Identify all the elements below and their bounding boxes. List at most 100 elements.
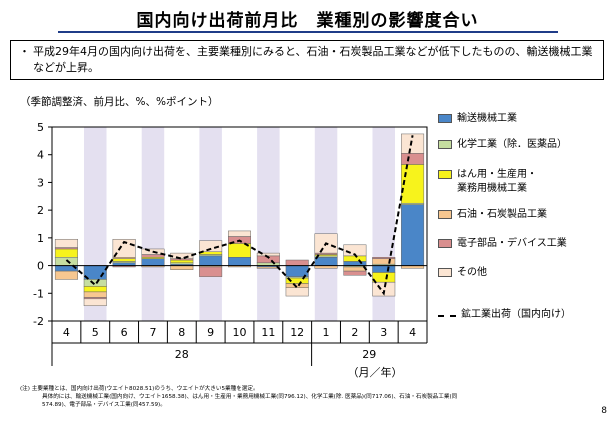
x-tick-label: 5 xyxy=(92,326,99,339)
legend-swatch xyxy=(438,239,452,248)
shaded-column xyxy=(141,127,165,321)
legend-label: 化学工業（除．医薬品） xyxy=(457,139,567,150)
bar-segment xyxy=(54,238,78,248)
bar-segment xyxy=(54,270,78,280)
bar-segment xyxy=(285,259,309,266)
legend-item: 化学工業（除．医薬品） xyxy=(438,138,567,152)
legend-label: 電子部品・デバイス工業 xyxy=(457,238,567,249)
bar-segment xyxy=(372,272,396,283)
bar-segment xyxy=(83,286,107,293)
y-tick-label: 5 xyxy=(37,121,44,134)
x-tick-label: 12 xyxy=(290,326,304,339)
footnotes: (注) 主要業種とは、国内向け出荷(ウエイト8028.51)のうち、ウエイトが大… xyxy=(20,385,580,409)
year-label: 28 xyxy=(175,348,189,361)
bar-segment xyxy=(54,257,78,266)
bar-segment xyxy=(199,240,223,252)
x-tick-label: 4 xyxy=(63,326,70,339)
bar-segment xyxy=(343,270,367,276)
bar-segment xyxy=(401,133,425,154)
bar-segment xyxy=(170,259,194,264)
series-line-total xyxy=(65,135,414,296)
shaded-column xyxy=(314,127,338,321)
bar-segment xyxy=(199,255,223,266)
bar-segment xyxy=(372,265,396,273)
y-tick-label: -2 xyxy=(33,315,44,328)
x-tick-label: 4 xyxy=(409,326,416,339)
bar-segment xyxy=(343,255,367,262)
bar-segment xyxy=(372,258,396,265)
legend-label: 輸送機械工業 xyxy=(457,113,517,124)
y-tick-label: 4 xyxy=(37,149,44,162)
bar-segment xyxy=(314,257,338,266)
bar-segment xyxy=(83,291,107,298)
bar-segment xyxy=(256,266,280,269)
legend-label: 鉱工業出荷（国内向け） xyxy=(461,309,571,320)
footnote-line: 574.89)、電子部品・デバイス工業(同457.59)。 xyxy=(42,402,166,408)
legend-item: はん用・生産用・ 業務用機械工業 xyxy=(438,168,537,196)
bar-segment xyxy=(256,252,280,257)
x-tick-label: 1 xyxy=(323,326,330,339)
x-tick-label: 2 xyxy=(351,326,358,339)
bar-segment xyxy=(170,265,194,270)
legend-swatch xyxy=(438,114,452,123)
x-tick-label: 9 xyxy=(207,326,214,339)
legend-item: 石油・石炭製品工業 xyxy=(438,208,547,222)
legend-label: はん用・生産用・ 業務用機械工業 xyxy=(457,169,537,194)
x-tick-label: 11 xyxy=(261,326,275,339)
x-tick-label: 10 xyxy=(233,326,247,339)
legend-item: その他 xyxy=(438,266,487,280)
legend-swatch xyxy=(438,140,452,149)
x-tick-label: 7 xyxy=(149,326,156,339)
year-label: 29 xyxy=(362,348,376,361)
bar-segment xyxy=(372,257,396,259)
page-number: 8 xyxy=(601,406,607,416)
summary-bullet: ・ xyxy=(19,45,30,58)
x-tick-label: 6 xyxy=(121,326,128,339)
bar-segment xyxy=(112,258,136,262)
legend-label: その他 xyxy=(457,267,487,278)
legend-swatch xyxy=(438,210,452,219)
bar-segment xyxy=(285,287,309,297)
summary-box: ・ 平成29年4月の国内向け出荷を、主要業種別にみると、石油・石炭製品工業などが… xyxy=(10,40,604,80)
footnote-line: (注) 主要業種とは、国内向け出荷(ウエイト8028.51)のうち、ウエイトが大… xyxy=(20,386,259,392)
bar-segment xyxy=(83,298,107,307)
bar-segment xyxy=(401,204,425,266)
legend-item: 鉱工業出荷（国内向け） xyxy=(438,308,571,322)
plot-frame xyxy=(51,126,428,322)
footnote-line: 具体的には、輸送機械工業(国内向け、ウエイト1658.38)、はん用・生産用・業… xyxy=(42,394,458,400)
bar-segment xyxy=(343,266,367,272)
legend-swatch xyxy=(438,170,452,179)
bar-segment xyxy=(141,258,165,266)
bar-segment xyxy=(285,283,309,288)
y-tick-label: 2 xyxy=(37,204,44,217)
x-tick-label: 3 xyxy=(380,326,387,339)
bar-segment xyxy=(83,279,107,287)
bar-segment xyxy=(170,252,194,259)
y-tick-label: 0 xyxy=(37,260,44,273)
bar-segment xyxy=(141,254,165,258)
bar-segment xyxy=(54,248,78,258)
legend-swatch xyxy=(438,268,452,277)
title-underline xyxy=(58,31,558,33)
bar-segment xyxy=(343,261,367,266)
bar-segment xyxy=(228,230,251,237)
legend-item: 電子部品・デバイス工業 xyxy=(438,237,567,251)
page-title: 国内向け出荷前月比 業種別の影響度合い xyxy=(136,11,479,31)
shaded-column xyxy=(199,127,222,321)
legend-item: 輸送機械工業 xyxy=(438,112,517,126)
summary-text: 平成29年4月の国内向け出荷を、主要業種別にみると、石油・石炭製品工業などが低下… xyxy=(33,45,593,74)
unit-label: （季節調整済、前月比、%、%ポイント） xyxy=(20,96,219,108)
bar-segment xyxy=(112,238,136,258)
bar-segment xyxy=(401,153,425,165)
x-tick-label: 8 xyxy=(178,326,185,339)
y-tick-label: -1 xyxy=(33,287,44,300)
legend-line-swatch xyxy=(438,315,456,317)
shaded-column xyxy=(257,127,280,321)
bar-segment xyxy=(228,257,251,266)
legend-label: 石油・石炭製品工業 xyxy=(457,209,547,220)
x-axis-label: （月／年） xyxy=(348,365,403,379)
y-tick-label: 3 xyxy=(37,176,44,189)
y-tick-label: 1 xyxy=(37,232,44,245)
bar-segment xyxy=(199,266,223,277)
